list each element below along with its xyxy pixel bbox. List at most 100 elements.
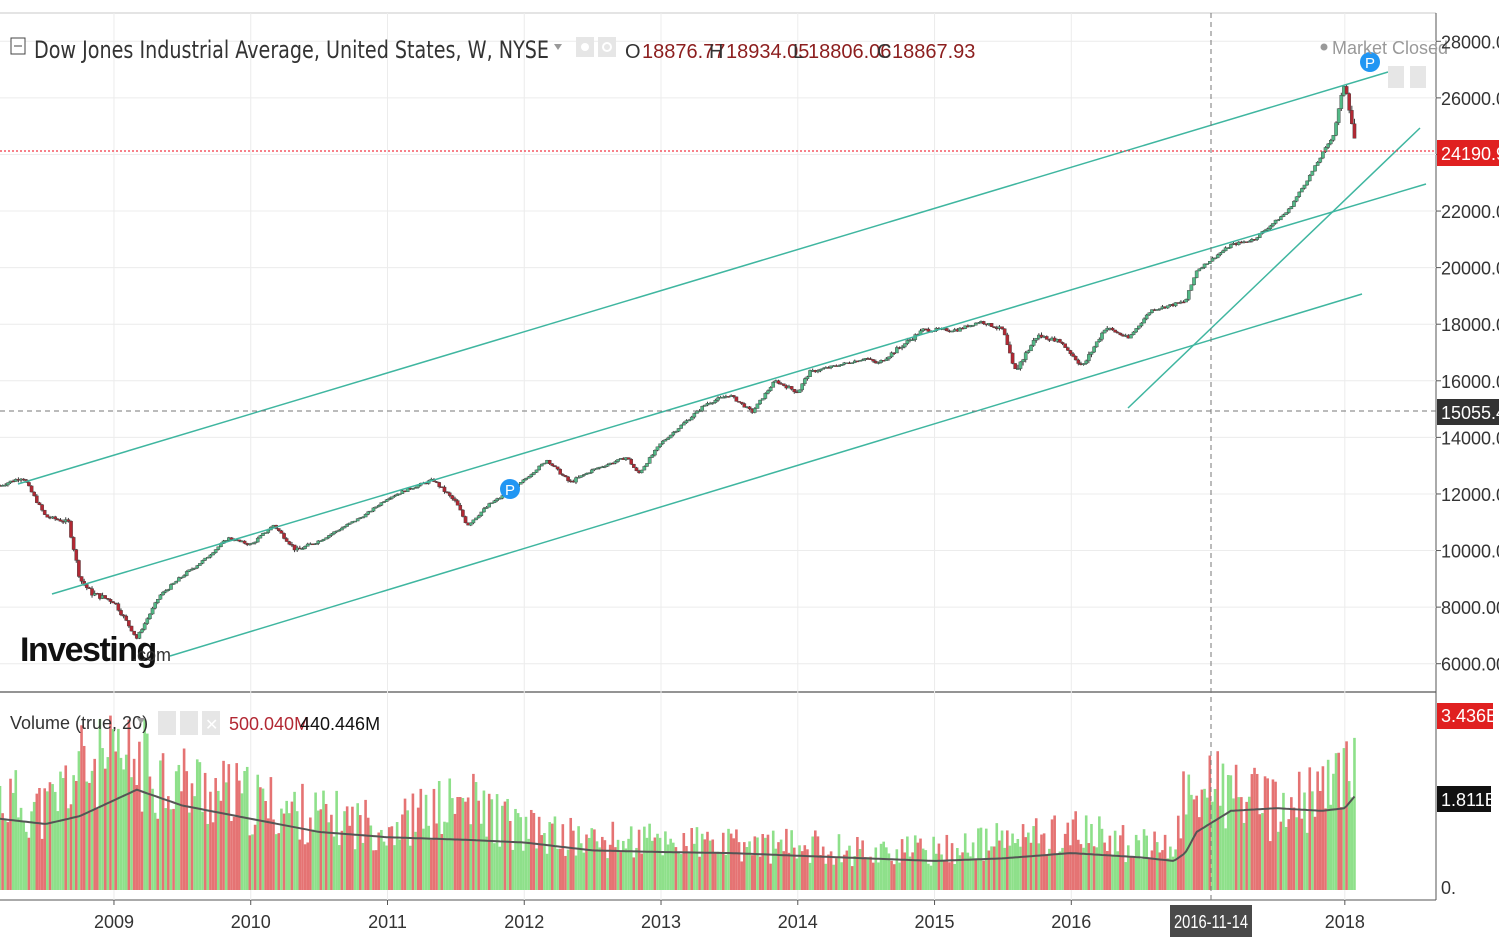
volume-bar <box>703 839 707 890</box>
candle <box>971 324 975 327</box>
volume-bar <box>1074 811 1077 890</box>
volume-bar <box>940 854 943 890</box>
candle <box>945 327 949 332</box>
candle <box>582 473 586 477</box>
candle <box>153 601 157 610</box>
candle <box>229 537 234 540</box>
volume-bar <box>1332 773 1335 890</box>
title-dropdown-icon[interactable] <box>554 44 562 50</box>
volume-bar <box>1071 819 1075 890</box>
volume-bar <box>727 828 730 890</box>
volume-bar <box>340 830 344 890</box>
settings-icon[interactable] <box>598 37 616 57</box>
volume-bar <box>427 825 430 890</box>
volume-bar <box>167 796 170 890</box>
candle <box>1344 84 1349 95</box>
candle <box>87 586 92 589</box>
volume-bar <box>579 843 583 890</box>
volume-bar <box>827 854 830 890</box>
volume-bar <box>637 829 641 890</box>
volume-bar <box>67 808 70 890</box>
volume-bar <box>506 798 509 890</box>
volume-bar <box>1003 847 1006 890</box>
volume-bar <box>1053 815 1056 890</box>
volume-zero-label: 0. <box>1441 878 1456 898</box>
candle <box>605 463 610 467</box>
volume-bar <box>190 783 194 890</box>
ohlc-h-label: H <box>709 41 723 63</box>
candle <box>195 564 200 569</box>
volume-bar <box>1163 834 1167 890</box>
volume-bar <box>1092 846 1096 890</box>
volume-dropdown-icon[interactable] <box>137 718 145 724</box>
volume-bar <box>1006 830 1009 890</box>
volume-bar <box>572 830 575 890</box>
volume-bar <box>777 842 780 890</box>
candle <box>1302 184 1307 190</box>
volume-bar <box>1242 822 1246 890</box>
candle <box>550 463 555 467</box>
candle <box>626 457 631 460</box>
candle <box>445 491 449 494</box>
volume-bar <box>524 816 528 890</box>
volume-bar <box>1055 854 1059 890</box>
candle <box>79 576 84 584</box>
marker-p-2018[interactable]: P <box>1360 52 1380 72</box>
volume-bar <box>514 808 517 890</box>
candle <box>753 407 757 414</box>
candle <box>726 396 731 398</box>
upper-channel-line[interactable] <box>17 71 1389 485</box>
trend-channels[interactable] <box>17 71 1427 657</box>
candle <box>392 494 397 498</box>
scroll-up-icon[interactable] <box>1388 66 1404 88</box>
volume-bar <box>545 853 549 890</box>
candle <box>1173 302 1178 308</box>
candle <box>1331 135 1336 142</box>
ohlc-o-label: O <box>625 41 641 63</box>
volume-bar <box>1219 805 1222 890</box>
volume-bar <box>677 852 680 890</box>
volume-bar <box>1197 817 1201 890</box>
volume-bar <box>845 850 849 890</box>
lower-channel-line[interactable] <box>169 293 1363 657</box>
candle <box>395 493 399 496</box>
volume-settings-icon[interactable] <box>180 711 198 735</box>
candle <box>739 401 744 405</box>
price-candles <box>0 84 1357 640</box>
candle <box>355 518 360 522</box>
volume-bar <box>1329 804 1333 890</box>
candle <box>1202 263 1207 269</box>
candle <box>1236 241 1241 246</box>
volume-bar <box>280 808 283 890</box>
candle <box>629 458 634 466</box>
volume-bar <box>1013 843 1017 890</box>
time-axis[interactable]: 2009 2010 2011 2012 2013 2014 2015 2016 2018 <box>94 900 1365 932</box>
steep-trend-line[interactable] <box>1127 127 1421 409</box>
volume-bar <box>182 748 186 890</box>
volume-close-icon[interactable] <box>202 711 220 735</box>
volume-bar <box>324 803 328 890</box>
marker-p-2011[interactable]: P <box>500 479 520 499</box>
middle-channel-line[interactable] <box>51 183 1427 595</box>
candle <box>660 440 665 446</box>
scroll-down-icon[interactable] <box>1410 66 1426 88</box>
volume-bar <box>848 845 851 890</box>
volume-bar <box>25 831 28 890</box>
volume-bar <box>556 848 559 890</box>
volume-bar <box>9 778 12 890</box>
volume-bar <box>906 836 909 890</box>
volume-bar <box>148 776 152 890</box>
candle <box>1081 363 1086 366</box>
volume-bar <box>32 801 36 890</box>
candle <box>1131 331 1136 336</box>
volume-bar <box>1032 826 1035 890</box>
volume-bar <box>1234 764 1238 890</box>
volume-bar <box>301 783 304 890</box>
volume-bar <box>1087 843 1091 890</box>
volume-bar <box>1029 842 1033 890</box>
volume-visibility-icon[interactable] <box>158 711 176 735</box>
volume-bar <box>934 853 938 890</box>
volume-bar <box>1100 828 1104 890</box>
candle <box>1281 213 1286 218</box>
